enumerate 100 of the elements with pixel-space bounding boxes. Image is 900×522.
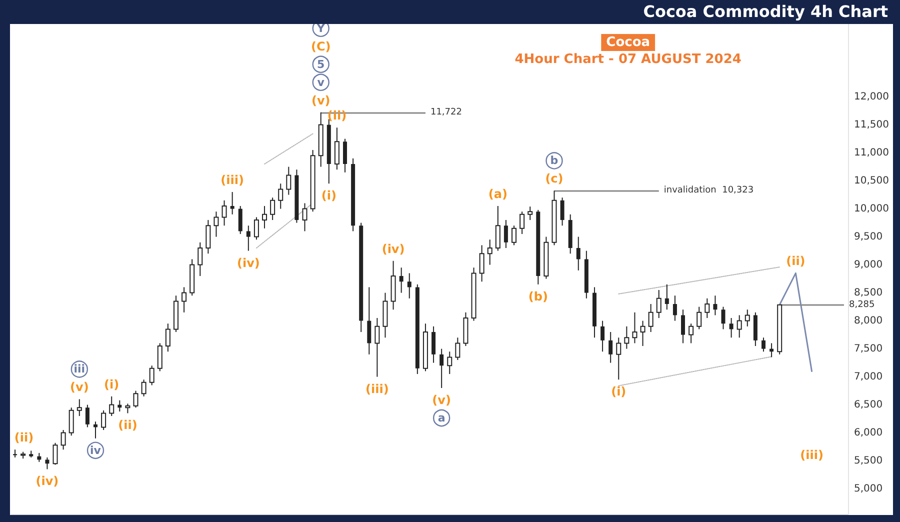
candlestick — [528, 206, 533, 220]
candlestick — [672, 295, 677, 322]
candlestick — [206, 220, 211, 254]
candlestick — [761, 337, 766, 352]
candlestick — [125, 403, 130, 414]
y-tick-label: 5,000 — [854, 483, 883, 494]
annotation: v — [317, 76, 326, 89]
annotation: (b) — [528, 289, 548, 304]
annotation: (ii) — [14, 430, 34, 445]
candlestick — [560, 197, 564, 226]
annotation: (iv) — [382, 242, 405, 256]
candlestick — [60, 430, 66, 450]
candlestick — [157, 342, 162, 372]
candlestick — [230, 192, 234, 215]
y-tick-label: 12,000 — [854, 91, 889, 102]
candlestick — [133, 390, 138, 408]
candlestick — [302, 202, 308, 232]
y-tick-label: 9,500 — [854, 231, 883, 242]
candlestick — [342, 138, 347, 173]
candlestick — [608, 332, 613, 364]
candlestick — [246, 225, 250, 252]
annotation: (iii) — [220, 173, 244, 187]
candlestick — [76, 398, 82, 416]
candlestick — [721, 306, 726, 330]
ref-line-label: 8,285 — [848, 300, 875, 310]
y-tick-label: 6,000 — [854, 427, 883, 438]
annotation: (ii) — [327, 108, 347, 123]
candlestick — [52, 442, 58, 466]
chart-title: Cocoa Commodity 4h Chart — [643, 2, 888, 21]
candlestick — [624, 326, 630, 350]
annotation: 4Hour Chart - 07 AUGUST 2024 — [514, 52, 742, 67]
annotation: (ii) — [786, 254, 806, 268]
y-tick-label: 10,000 — [854, 203, 889, 214]
candlestick — [487, 239, 492, 266]
candlestick — [109, 396, 114, 416]
annotation: (iv) — [236, 256, 260, 270]
annotation: iv — [90, 444, 102, 457]
y-tick-label: 8,500 — [854, 287, 883, 298]
candlestick — [334, 127, 340, 170]
ref-line-label: invalidation 10,323 — [664, 186, 754, 196]
candlestick — [640, 320, 646, 346]
candlestick — [504, 220, 508, 248]
candlestick — [141, 379, 146, 397]
annotation: iii — [74, 362, 86, 376]
candlestick — [648, 304, 654, 332]
y-tick-label: 11,500 — [854, 119, 889, 130]
candlestick — [222, 200, 227, 226]
y-tick-label: 7,000 — [854, 371, 883, 382]
text: Cocoa — [606, 35, 650, 50]
candlestick — [262, 206, 268, 229]
annotation: Y — [316, 22, 326, 35]
candlestick — [495, 206, 500, 252]
candlestick — [576, 236, 580, 271]
candlestick — [214, 211, 219, 238]
y-tick-label: 11,000 — [854, 147, 889, 158]
candlestick — [182, 286, 187, 313]
y-tick-label: 5,500 — [854, 455, 883, 466]
candlestick — [399, 267, 404, 294]
y-tick-label: 8,000 — [854, 315, 883, 326]
candlestick — [512, 225, 517, 246]
annotation: (a) — [488, 187, 508, 201]
candlestick — [286, 166, 292, 196]
y-tick-label: 10,500 — [854, 175, 889, 186]
candlestick — [198, 242, 203, 276]
candlestick — [374, 318, 380, 378]
candlestick — [744, 309, 750, 327]
annotation: (v) — [311, 93, 330, 108]
candlestick — [238, 206, 242, 234]
annotation: (iv) — [36, 474, 59, 488]
annotation: (iii) — [366, 382, 389, 396]
candlestick — [479, 244, 484, 282]
annotation: (C) — [310, 39, 331, 54]
candlestick — [713, 295, 718, 316]
annotation: (iii) — [800, 448, 824, 462]
candlestick — [270, 197, 276, 220]
ref-line-label: 11,722 — [430, 107, 462, 118]
candlestick — [736, 314, 742, 338]
candlestick — [632, 312, 638, 344]
annotation: (c) — [545, 172, 564, 186]
candlestick — [664, 284, 669, 310]
y-tick-label: 7,500 — [854, 343, 883, 354]
annotation: (ii) — [118, 418, 138, 432]
y-tick-label: 6,500 — [854, 399, 883, 410]
candlestick — [440, 348, 444, 388]
candlestick — [407, 272, 412, 299]
candlestick — [696, 306, 702, 330]
candlestick — [432, 326, 436, 364]
candlestick — [367, 286, 372, 355]
y-tick-label: 9,000 — [854, 259, 883, 270]
candlestick — [681, 309, 686, 344]
annotation: (v) — [70, 380, 89, 394]
candlestick — [455, 337, 460, 360]
candlestick — [616, 337, 622, 380]
annotation: 5 — [317, 58, 325, 71]
candlestick — [68, 407, 74, 436]
candlestick — [45, 456, 50, 470]
candlestick — [729, 318, 734, 338]
candlestick — [165, 323, 170, 352]
candlestick — [85, 404, 90, 428]
annotation: (v) — [432, 393, 451, 407]
